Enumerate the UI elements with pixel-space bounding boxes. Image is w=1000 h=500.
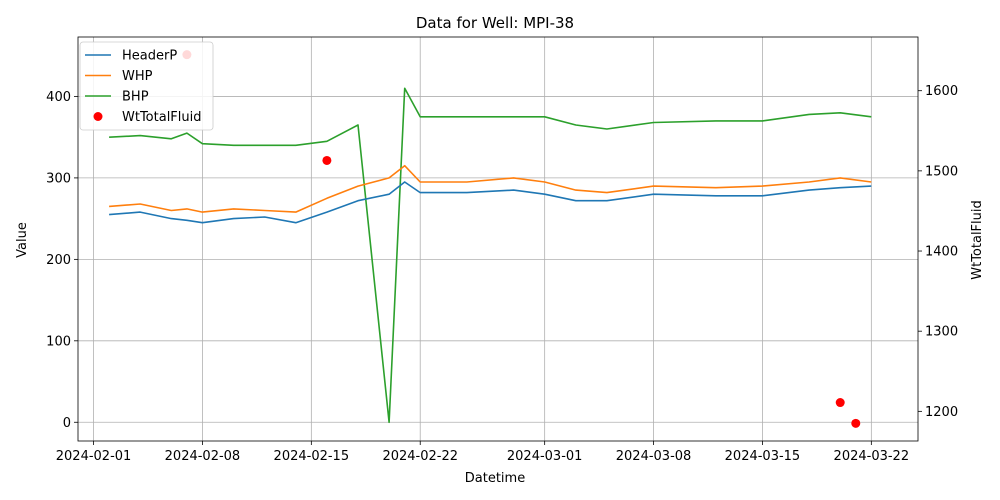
y-right-tick-label: 1400: [925, 245, 958, 260]
y-right-tick-label: 1600: [925, 84, 958, 99]
grid: [78, 37, 918, 441]
point-wttotalfluid: [835, 398, 845, 408]
y-left-tick-label: 300: [46, 171, 71, 186]
legend: HeaderP WHP BHP WtTotalFluid: [79, 41, 214, 131]
x-tick-label: 2024-03-15: [725, 449, 801, 464]
x-tick-label: 2024-02-01: [56, 449, 132, 464]
y-axis-left-label: Value: [15, 222, 30, 258]
x-tick-label: 2024-02-22: [382, 449, 458, 464]
line-headerp: [109, 181, 872, 224]
x-axis: 2024-02-01 2024-02-08 2024-02-15 2024-02-22…: [56, 441, 909, 464]
x-tick-label: 2024-02-15: [274, 449, 350, 464]
x-tick-label: 2024-03-08: [616, 449, 692, 464]
line-bhp: [109, 87, 872, 424]
y-right-tick-label: 1300: [925, 325, 958, 340]
y-left-tick-label: 200: [46, 253, 71, 268]
legend-box: [79, 41, 214, 131]
point-wttotalfluid: [851, 418, 861, 428]
x-axis-label: Datetime: [465, 471, 525, 486]
legend-label-wttotalfluid: WtTotalFluid: [122, 110, 202, 125]
y-axis-right-label: WtTotalFluid: [970, 200, 985, 280]
line-whp: [109, 164, 872, 213]
point-wttotalfluid: [322, 155, 332, 165]
legend-marker-wttotalfluid: [93, 112, 103, 121]
plot-frame: [77, 36, 919, 442]
y-left-tick-label: 400: [46, 90, 71, 105]
y-axis-right: 1200 1300 1400 1500 1600: [918, 84, 958, 420]
x-tick-label: 2024-03-22: [834, 449, 910, 464]
x-tick-label: 2024-02-08: [165, 449, 241, 464]
x-tick-label: 2024-03-01: [507, 449, 583, 464]
y-left-tick-label: 0: [63, 416, 71, 431]
y-axis-left: 0 100 200 300 400: [46, 90, 78, 431]
y-right-tick-label: 1500: [925, 164, 958, 179]
y-right-tick-label: 1200: [925, 405, 958, 420]
y-left-tick-label: 100: [46, 334, 71, 349]
chart-title: Data for Well: MPI-38: [416, 14, 574, 32]
legend-label-whp: WHP: [122, 69, 153, 84]
legend-label-headerp: HeaderP: [122, 49, 177, 64]
legend-label-bhp: BHP: [122, 90, 149, 105]
series-layer: [109, 50, 872, 428]
